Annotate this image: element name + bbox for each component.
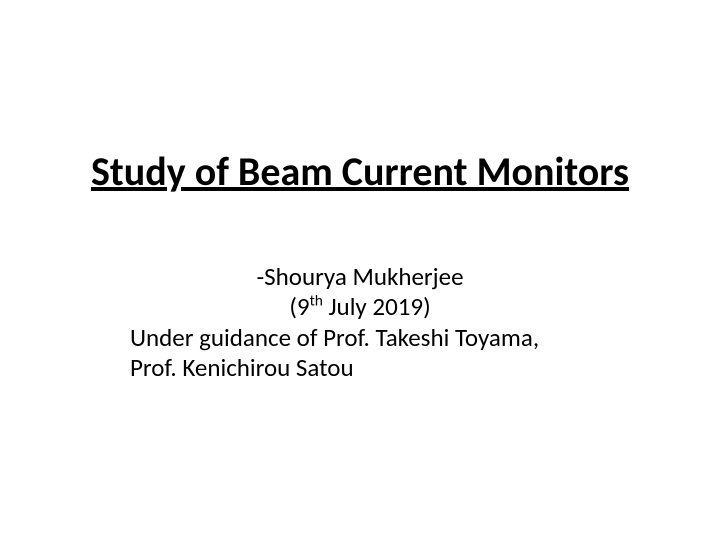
guidance-line: Under guidance of Prof. Takeshi Toyama, …: [130, 323, 590, 382]
author-name: Shourya Mukherjee: [264, 261, 463, 292]
title-slide: Study of Beam Current Monitors -Shourya …: [0, 0, 720, 540]
slide-body: -Shourya Mukherjee (9th July 2019) Under…: [130, 262, 590, 382]
date-ordinal: th: [310, 291, 323, 310]
date-rest: July 2019): [323, 291, 431, 322]
date-open: (9: [289, 291, 309, 322]
author-prefix: -: [256, 261, 264, 292]
author-line: -Shourya Mukherjee: [130, 262, 590, 292]
date-line: (9th July 2019): [130, 292, 590, 322]
slide-title: Study of Beam Current Monitors: [0, 150, 720, 194]
